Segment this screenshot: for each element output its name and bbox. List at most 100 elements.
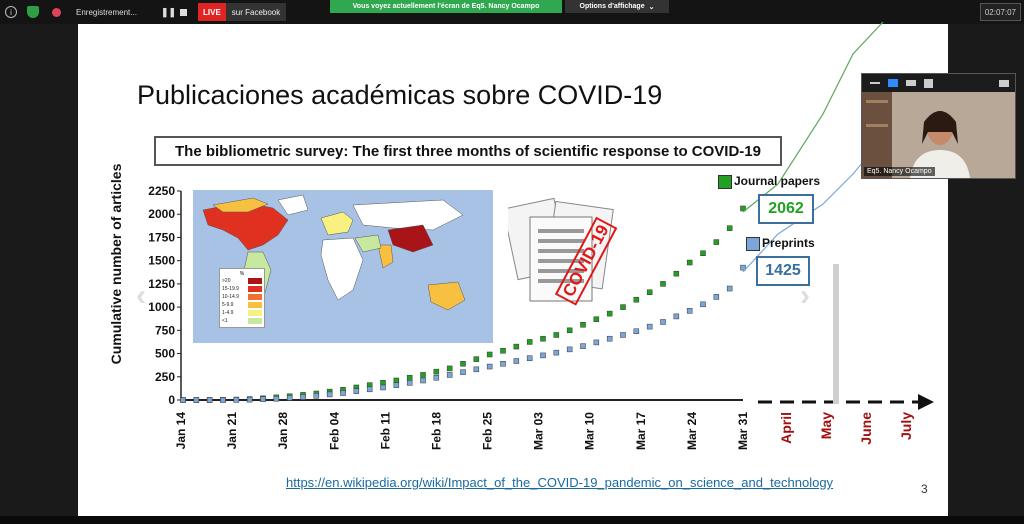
x-tick-label: Mar 10 [583,412,597,450]
y-tick-label: 500 [155,347,175,361]
x-tick-label: Feb 25 [481,412,495,450]
preprint-data-point [273,395,280,402]
journal-data-point [673,270,680,277]
live-target-label: sur Facebook [225,3,287,21]
view-options-button[interactable]: Options d'affichage ⌄ [565,0,669,13]
journal-data-point [620,304,626,310]
journal-projection-line [742,21,884,213]
pause-recording-icon[interactable]: ❚❚ [161,6,177,17]
gallery-view-icon[interactable] [924,78,933,88]
map-legend-label: 10-14.9 [222,294,239,300]
journal-data-point [406,374,413,381]
preprint-data-point [593,339,600,346]
slide-subtitle: The bibliometric survey: The first three… [154,136,782,166]
map-legend-row: <1 [222,317,262,325]
projection-divider [833,264,839,404]
shared-slide: Publicaciones académicas sobre COVID-19 … [78,21,948,516]
self-view-toolbar [862,74,1015,92]
meeting-toolbar: i Enregistrement... ❚❚ LIVE sur Facebook… [0,0,1024,24]
journal-data-point [726,225,733,231]
stop-recording-icon[interactable] [180,3,187,21]
x-tick-label: Feb 04 [327,412,341,450]
x-tick-label: Mar 17 [634,412,648,450]
preprint-data-point [406,380,413,386]
world-map-image: % >20 15-19.9 10-14.9 5-9.9 1-4.9 <1 [193,190,493,343]
map-legend-swatch [248,318,262,324]
wikipedia-link[interactable]: https://en.wikipedia.org/wiki/Impact_of_… [286,475,834,490]
map-legend-label: 15-19.9 [222,286,239,292]
journal-data-point [433,368,440,375]
y-tick-label: 250 [155,370,175,384]
future-month-label: May [818,412,834,439]
y-tick-label: 1500 [148,254,175,268]
live-badge: LIVE [198,3,226,21]
covid-documents-illustration: COVID-19 [502,189,620,306]
map-legend-row: 10-14.9 [222,293,262,301]
publications-chart: 0 250 500 750 1000 1250 1500 1750 2000 2250 Jan 14… [148,21,934,450]
y-tick-label: 2000 [148,207,175,221]
y-tick-label: 750 [155,323,175,337]
info-icon[interactable]: i [5,3,17,21]
participant-video: Eq5. Nancy Ocampo [862,92,1015,178]
exit-fullscreen-icon[interactable] [999,79,1009,87]
strip-view-icon[interactable] [906,80,916,86]
map-legend-swatch [248,278,262,284]
y-tick-label: 1250 [148,277,175,291]
prev-slide-icon[interactable]: ‹ [136,279,146,312]
preprint-data-point [580,343,586,349]
preprint-data-point [486,363,493,370]
security-shield-icon[interactable] [27,3,39,21]
preprint-data-point [686,308,693,314]
y-tick-label: 1750 [148,230,175,244]
screen-share-banner: Vous voyez actuellement l'écran de Eq5. … [330,0,562,13]
preprint-data-point [393,382,400,388]
preprint-data-point [526,355,533,361]
preprint-data-point [553,349,560,356]
journal-data-point [380,380,386,386]
map-legend-title: % [239,271,245,277]
journal-data-point [713,239,720,245]
live-stream-indicator[interactable]: LIVE sur Facebook [198,3,287,21]
preprints-end-value: 1425 [756,256,810,286]
recording-label: Enregistrement... [76,7,137,17]
journal-data-point [446,365,453,372]
preprint-data-point [660,319,666,325]
journal-data-point [580,322,586,328]
next-slide-icon[interactable]: › [800,279,810,312]
slide-title: Publicaciones académicas sobre COVID-19 [137,80,663,110]
map-legend-row: >20 [222,277,262,285]
x-tick-label: Jan 28 [276,412,290,450]
future-month-label: April [778,412,794,444]
journal-data-point [526,339,533,345]
preprints-legend-swatch [746,237,760,251]
preprint-data-point [340,390,346,396]
preprint-data-point [193,397,200,403]
preprint-data-point [713,294,720,300]
preprint-data-point [460,369,466,375]
participant-name-label: Eq5. Nancy Ocampo [864,167,935,176]
map-legend-label: <1 [222,318,228,324]
journal-data-point [500,348,506,354]
recording-icon [52,3,61,21]
x-tick-label: Feb 11 [378,412,392,450]
chevron-down-icon: ⌄ [648,3,655,11]
journal-legend-swatch [718,175,732,189]
preprint-data-point [700,301,706,308]
journal-data-point [686,259,693,266]
x-tick-label: Mar 31 [736,412,750,450]
map-legend-swatch [248,310,262,316]
x-tick-label: Jan 21 [225,412,239,450]
journal-end-value: 2062 [758,194,814,224]
elapsed-timer: 02:07:07 [979,3,1021,21]
preprint-data-point [206,397,213,403]
bottom-edge [0,516,1024,524]
participant-video-frame [862,92,1015,178]
preprint-data-point [513,358,520,364]
journal-data-point [393,377,400,384]
preprint-data-point [420,377,426,384]
minimize-icon[interactable] [870,82,880,84]
self-view-video-panel[interactable]: Eq5. Nancy Ocampo [861,73,1016,179]
journal-data-point [473,356,480,362]
x-tick-label: Feb 18 [429,412,443,450]
speaker-view-icon[interactable] [888,79,898,87]
